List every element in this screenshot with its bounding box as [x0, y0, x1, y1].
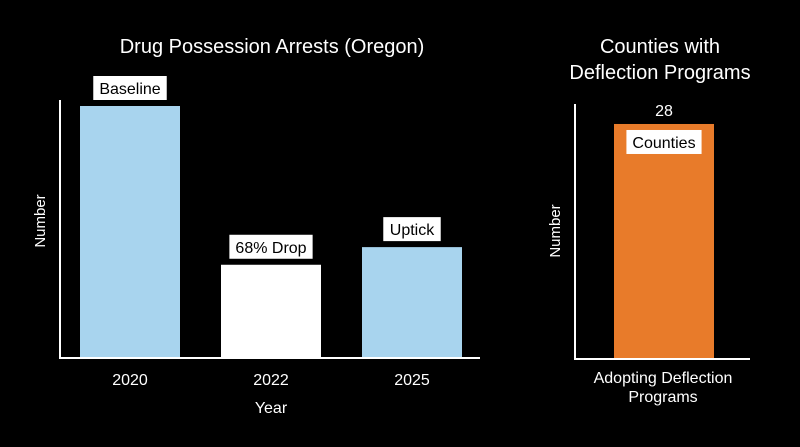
deflection-x-axis-label-line-2: Programs [628, 389, 697, 406]
bar-value-label: 28 [655, 103, 673, 120]
bar-annotation-counties-text: Counties [632, 135, 695, 152]
bar-annotation-2020: Baseline [93, 76, 167, 100]
bar-adopting-deflection-programs [614, 123, 714, 359]
bar-annotation-2025-box [383, 217, 441, 242]
bar-2022 [221, 264, 321, 358]
arrests-chart: Drug Possession Arrests (Oregon) Number … [32, 36, 480, 417]
arrests-x-axis-label: Year [255, 400, 288, 417]
bar-2020 [80, 106, 180, 358]
bar-annotation-2022-text: 68% Drop [235, 240, 306, 257]
arrests-bars: Baseline 68% Drop Uptick [80, 76, 462, 358]
arrests-chart-title: Drug Possession Arrests (Oregon) [120, 36, 425, 58]
deflection-y-axis-label: Number [547, 204, 564, 257]
bar-2025 [362, 247, 462, 358]
bar-annotation-2025-text: Uptick [390, 222, 435, 239]
deflection-chart: Counties with Deflection Programs Number… [547, 36, 751, 406]
deflection-bars: 28 Counties [614, 103, 714, 359]
arrests-x-tick-labels: 2020 2022 2025 [112, 372, 430, 389]
deflection-x-axis-label-line-1: Adopting Deflection [594, 370, 733, 387]
bar-annotation-2022-box [229, 234, 313, 259]
x-tick-2025: 2025 [394, 372, 430, 389]
bar-annotation-counties-box [626, 129, 702, 154]
bar-annotation-2025: Uptick [383, 217, 441, 242]
bar-annotation-2020-box [93, 76, 167, 100]
deflection-chart-title-line-2: Deflection Programs [569, 62, 750, 84]
bar-annotation-counties: Counties [626, 129, 702, 154]
x-tick-2020: 2020 [112, 372, 148, 389]
bar-annotation-2022: 68% Drop [229, 234, 313, 259]
deflection-chart-title-line-1: Counties with [600, 36, 720, 58]
x-tick-2022: 2022 [253, 372, 289, 389]
arrests-y-axis-label: Number [32, 194, 49, 247]
bar-annotation-2020-text: Baseline [99, 81, 160, 98]
